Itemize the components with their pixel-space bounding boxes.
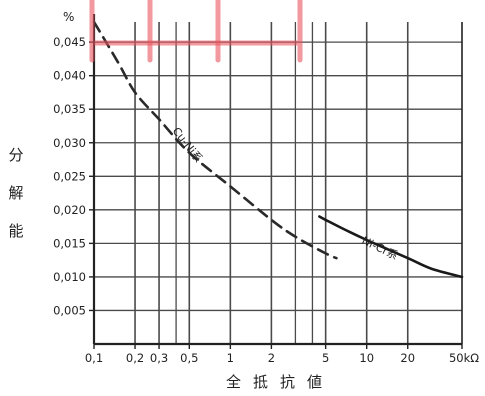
- x-tick-label: 0,1: [85, 351, 103, 365]
- y-unit-label: %: [63, 10, 74, 24]
- y-tick-label: 0,010: [53, 270, 86, 284]
- x-tick-label: 10: [359, 351, 374, 365]
- highlight-stroke: [147, 0, 221, 63]
- x-tick-label: 1: [227, 351, 234, 365]
- highlight-bracket: [89, 0, 303, 63]
- x-tick-label: 0,3: [150, 351, 168, 365]
- x-tick-label: 20: [400, 351, 415, 365]
- y-axis-title-char: 解: [8, 184, 23, 202]
- series-layer: [92, 20, 464, 279]
- x-tick-label: 5: [322, 351, 329, 365]
- series-cu-ni-label: Cu-Ni系: [170, 125, 205, 165]
- y-tick-label: 0,045: [53, 35, 86, 49]
- y-tick-label: 0,025: [53, 169, 86, 183]
- y-tick-label: 0,005: [53, 303, 86, 317]
- x-tick-label: 0,2: [126, 351, 144, 365]
- y-tick-label: 0,035: [53, 102, 86, 116]
- x-tick-label: 0,5: [180, 351, 198, 365]
- x-tick-label: 2: [268, 351, 275, 365]
- series-ni-cr-line: [318, 215, 464, 279]
- y-axis-title-char: 分: [8, 146, 23, 164]
- y-tick-label: 0,040: [53, 69, 86, 83]
- y-tick-label: 0,030: [53, 136, 86, 150]
- grid-layer: [94, 22, 462, 344]
- y-axis-title-char: 能: [8, 222, 23, 240]
- x-axis-title: 全抵抗値: [226, 373, 334, 391]
- y-tick-label: 0,020: [53, 203, 86, 217]
- y-tick-label: 0,015: [53, 236, 86, 250]
- axis-layer: 0,005 0,010 0,015 0,020 0,025 0,030 0,035 0,040…: [53, 10, 479, 365]
- highlight-overlay: [89, 0, 303, 63]
- x-tick-label: 50kΩ: [449, 351, 479, 365]
- series-cu-ni-line: [92, 20, 338, 260]
- series-ni-cr-label: Ni-Cr系: [360, 234, 400, 263]
